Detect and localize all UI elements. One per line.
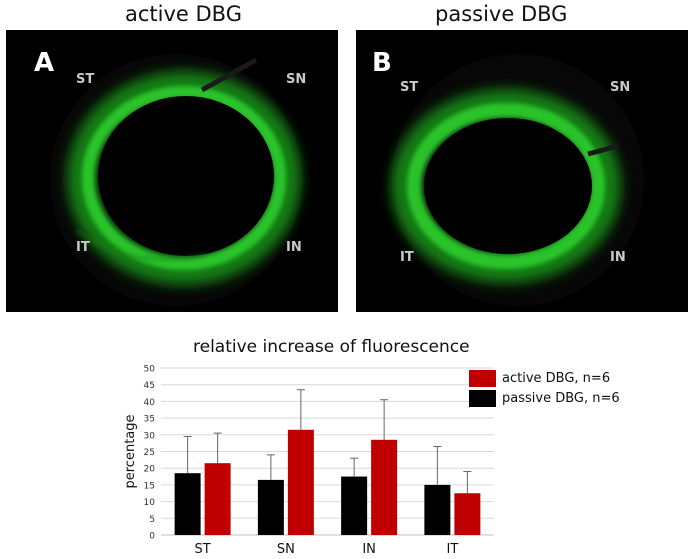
bar-passive-it — [424, 484, 451, 535]
y-tick-label: 35 — [144, 415, 155, 425]
x-tick-label: IT — [446, 542, 458, 557]
y-tick-label: 10 — [144, 498, 156, 508]
label-sn: SN — [286, 72, 307, 87]
legend-item-passive: passive DBG, n=6 — [469, 388, 620, 408]
legend-swatch-passive — [469, 389, 496, 407]
bar-active-sn — [287, 429, 314, 535]
label-in: IN — [610, 250, 626, 265]
x-tick-label: ST — [195, 542, 211, 557]
fluorescence-image-active: A ST SN IT IN — [6, 30, 338, 312]
panel-b-letter: B — [372, 48, 392, 78]
label-it: IT — [76, 240, 90, 255]
y-tick-label: 45 — [144, 381, 155, 391]
legend-item-active: active DBG, n=6 — [469, 368, 610, 388]
legend-label-passive: passive DBG, n=6 — [502, 390, 620, 406]
bar-passive-st — [174, 473, 201, 535]
y-tick-label: 0 — [149, 532, 155, 542]
y-tick-label: 40 — [144, 398, 156, 408]
y-tick-label: 25 — [144, 448, 155, 458]
y-axis-label: percentage — [123, 414, 138, 488]
label-st: ST — [400, 80, 419, 95]
bar-active-it — [454, 493, 481, 535]
y-tick-label: 50 — [144, 365, 156, 375]
x-tick-label: IN — [362, 542, 376, 557]
label-st: ST — [76, 72, 95, 87]
panel-b-title: passive DBG — [435, 2, 568, 26]
fluorescence-image-passive: B ST SN IT IN — [356, 30, 688, 312]
y-tick-label: 30 — [144, 431, 156, 441]
bar-passive-sn — [257, 479, 284, 535]
bar-active-in — [371, 439, 398, 535]
panel-a-title: active DBG — [125, 2, 242, 26]
x-tick-label: SN — [277, 542, 295, 557]
label-it: IT — [400, 250, 414, 265]
y-tick-label: 15 — [144, 481, 155, 491]
label-sn: SN — [610, 80, 631, 95]
label-in: IN — [286, 240, 302, 255]
panel-a-letter: A — [34, 48, 55, 78]
chart-title: relative increase of fluorescence — [193, 337, 470, 357]
y-tick-label: 20 — [144, 465, 156, 475]
bar-active-st — [204, 463, 231, 535]
bar-passive-in — [341, 476, 368, 535]
legend-label-active: active DBG, n=6 — [502, 370, 611, 386]
legend-swatch-active — [469, 369, 496, 387]
y-tick-label: 5 — [149, 515, 155, 525]
